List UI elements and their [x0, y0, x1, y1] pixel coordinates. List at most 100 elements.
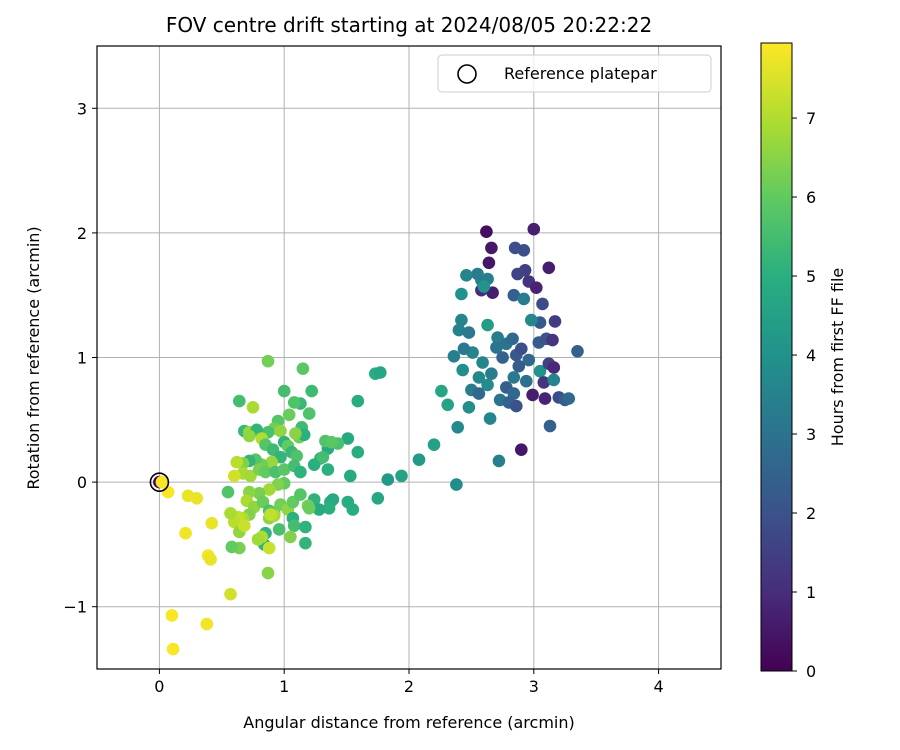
colorbar-tick-label: 6 [806, 188, 816, 207]
chart-title: FOV centre drift starting at 2024/08/05 … [166, 13, 652, 37]
data-point [455, 313, 468, 327]
data-point [251, 533, 265, 546]
data-point [427, 438, 441, 452]
legend-box [437, 54, 712, 93]
y-axis-ticks: −1 0 1 2 3 [63, 99, 97, 617]
data-point [472, 371, 486, 384]
data-point [526, 388, 539, 402]
data-point [289, 427, 302, 440]
legend-marker-icon [457, 64, 477, 84]
data-point [520, 374, 533, 388]
data-point [261, 354, 275, 368]
data-point [485, 367, 498, 381]
data-point [381, 473, 395, 486]
x-axis-label: Angular distance from reference (arcmin) [243, 713, 574, 732]
data-point [481, 318, 494, 332]
data-point [472, 387, 486, 400]
x-tick-label: 2 [404, 677, 414, 696]
data-point [351, 394, 365, 408]
data-point [277, 384, 291, 398]
data-point [471, 267, 484, 281]
data-point [496, 351, 509, 364]
data-point [517, 292, 531, 306]
colorbar-tick-label: 0 [806, 662, 816, 681]
data-point [538, 392, 552, 405]
data-point [507, 288, 521, 302]
data-point [265, 455, 279, 469]
data-point [244, 469, 257, 483]
data-point [481, 378, 494, 392]
data-point [246, 401, 260, 414]
data-point [480, 225, 493, 238]
data-point [262, 483, 276, 496]
data-point [233, 394, 246, 408]
data-point [450, 478, 463, 491]
data-point [256, 495, 270, 509]
data-point [316, 450, 330, 464]
x-tick-label: 1 [279, 677, 289, 696]
data-point [228, 469, 241, 483]
data-point [346, 503, 360, 516]
data-point [492, 454, 506, 468]
data-point [533, 364, 547, 378]
data-point [287, 519, 301, 532]
data-point [491, 331, 504, 344]
data-point [205, 516, 219, 530]
data-point [395, 469, 408, 483]
data-point [272, 523, 286, 536]
colorbar-tick-label: 1 [806, 583, 816, 602]
colorbar-label: Hours from first FF file [828, 268, 847, 447]
data-point [282, 408, 296, 422]
data-point [322, 502, 336, 515]
data-point [477, 280, 491, 293]
data-point [452, 323, 466, 337]
data-point [512, 359, 526, 373]
data-point [166, 642, 180, 656]
data-point [485, 241, 498, 255]
legend: Reference platepar [437, 54, 712, 93]
data-point [274, 424, 287, 438]
data-point [155, 475, 169, 489]
data-point [290, 449, 304, 463]
data-point [451, 421, 465, 434]
data-point [302, 407, 316, 420]
data-point [294, 465, 307, 479]
reference-platepar-marker [149, 472, 170, 493]
data-point [204, 553, 217, 566]
legend-entry-reference-platepar: Reference platepar [504, 64, 657, 83]
data-point [261, 566, 275, 580]
data-point [299, 536, 312, 550]
data-point [371, 492, 385, 505]
data-point [374, 366, 387, 379]
data-point [527, 222, 541, 236]
data-point [264, 508, 277, 521]
x-tick-label: 0 [154, 677, 164, 696]
data-point [462, 401, 476, 414]
colorbar: 0 1 2 3 4 5 6 7 Hours from first FF file [760, 42, 847, 681]
data-point [307, 458, 321, 472]
data-point [287, 396, 301, 409]
data-point [190, 492, 204, 505]
data-point [486, 286, 499, 300]
data-point [412, 453, 426, 467]
colorbar-gradient [760, 42, 793, 672]
data-point [510, 399, 523, 413]
data-point [224, 507, 237, 520]
data-point [462, 326, 476, 339]
data-point [447, 350, 461, 363]
data-point [302, 502, 316, 515]
data-point [536, 297, 549, 311]
colorbar-ticks: 0 1 2 3 4 5 6 7 [792, 109, 816, 681]
data-point [284, 530, 297, 544]
data-point [506, 332, 519, 346]
data-point [548, 315, 562, 328]
data-point [490, 341, 503, 354]
data-point [299, 520, 312, 534]
data-point [294, 488, 307, 501]
data-point [341, 432, 355, 445]
data-point [456, 363, 470, 377]
data-point [522, 353, 536, 367]
data-point [296, 362, 310, 376]
data-point [165, 609, 179, 622]
